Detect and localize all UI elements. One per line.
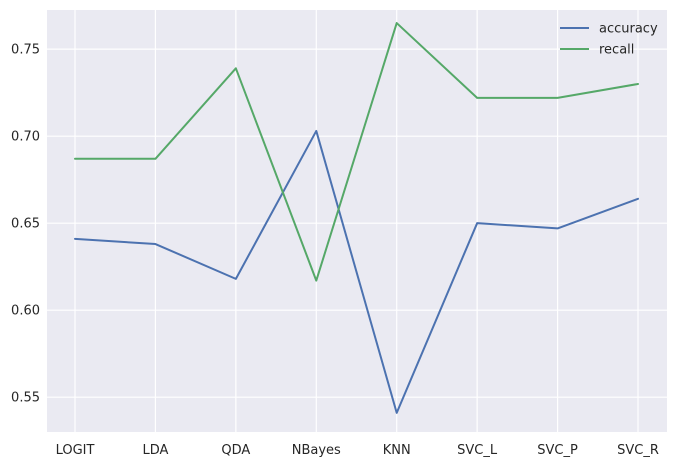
y-tick-label: 0.60: [11, 304, 40, 319]
x-tick-label: LOGIT: [56, 443, 95, 458]
x-tick-label: SVC_R: [617, 443, 659, 458]
x-axis-ticks: LOGIT LDA QDA NBayes KNN SVC_L SVC_P SVC_R: [56, 443, 659, 458]
y-tick-label: 0.65: [11, 217, 40, 232]
series-lines: [74, 22, 639, 414]
plot-area: [47, 10, 667, 432]
y-tick-label: 0.55: [11, 391, 40, 406]
series-line-accuracy: [74, 129, 639, 414]
series-line-recall: [74, 22, 639, 282]
x-tick-label: QDA: [221, 443, 250, 458]
legend-label-recall: recall: [599, 43, 634, 58]
y-tick-label: 0.70: [11, 130, 40, 145]
legend: accuracy recall: [560, 22, 658, 58]
y-axis-ticks: 0.55 0.60 0.65 0.70 0.75: [11, 43, 40, 406]
x-tick-label: LDA: [142, 443, 168, 458]
x-tick-label: NBayes: [292, 443, 341, 458]
x-tick-label: KNN: [383, 443, 411, 458]
y-tick-label: 0.75: [11, 43, 40, 58]
x-tick-label: SVC_P: [537, 443, 578, 458]
x-tick-label: SVC_L: [457, 443, 498, 458]
legend-label-accuracy: accuracy: [599, 22, 658, 37]
